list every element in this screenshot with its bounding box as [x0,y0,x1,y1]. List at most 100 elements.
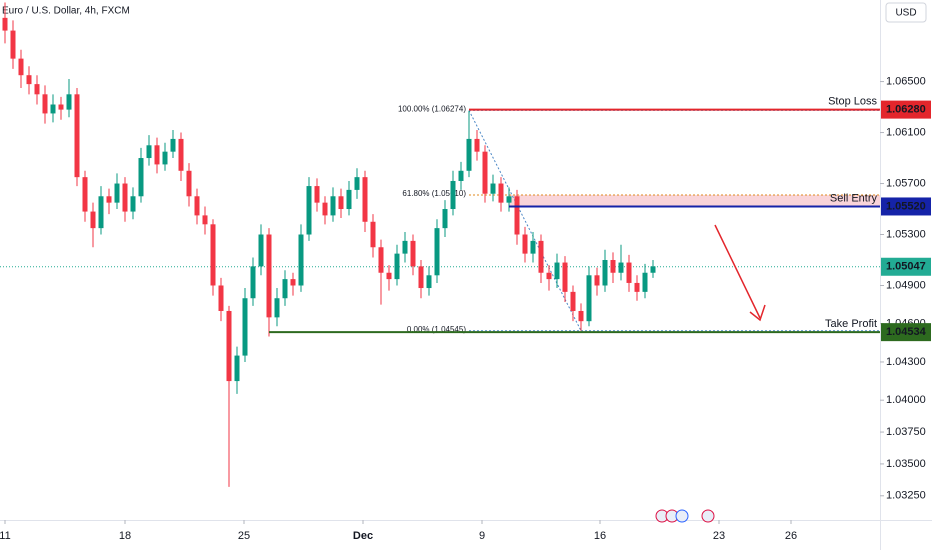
candle-body [298,234,304,286]
candle-body [594,275,600,286]
candle-body [570,291,576,311]
candle-body [146,145,152,159]
x-tick-label: Dec [353,530,373,542]
y-tick-label: 1.03750 [886,426,926,438]
candle-body [186,170,192,197]
candle-body [506,196,512,203]
y-tick-label: 1.03250 [886,490,926,502]
arrow-head [749,304,766,322]
y-tick-label: 1.05700 [886,177,926,189]
candle-body [474,138,480,152]
candle-body [194,196,200,216]
candle-body [466,138,472,171]
candle-body [418,266,424,289]
level-name: Stop Loss [828,96,877,108]
candle-body [402,240,408,254]
fib-label: 0.00% (1.04545) [407,325,466,334]
candle-body [282,279,288,299]
candle-body [514,196,520,235]
y-tick-label: 1.04900 [886,279,926,291]
candle-body [154,145,160,165]
candle-body [498,183,504,203]
price-label-box [881,257,931,276]
arrow [714,224,766,322]
candle-body [130,196,136,212]
candle-body [650,266,656,273]
candle-body [450,180,456,210]
candle-body [602,260,608,286]
price-label-box [881,323,931,342]
candle-body [274,298,280,318]
candle-body [18,58,24,76]
candle-body [314,186,320,203]
candle-body [218,285,224,311]
price-label: 1.04534 [886,326,927,338]
candle-body [122,183,128,212]
x-tick-label: 16 [594,530,606,542]
candle-body [322,202,328,216]
arrow-line [714,224,761,319]
candle-body [10,30,16,59]
candle-body [98,196,104,229]
candle-body [162,151,168,165]
candle-body [178,138,184,171]
price-label-box [881,197,931,216]
plot: 1.065001.061001.057001.053001.049001.046… [0,2,926,542]
candle-body [290,279,296,286]
fib-label: 100.00% (1.06274) [398,104,466,113]
candle-body [362,177,368,222]
x-tick-label: 26 [785,530,797,542]
candle-body [170,138,176,152]
y-tick-label: 1.06500 [886,75,926,87]
currency[interactable]: USD [895,8,916,19]
x-tick-label: 25 [238,530,250,542]
y-tick-label: 1.03500 [886,458,926,470]
candle-body [538,240,544,273]
candle-body [394,253,400,280]
candle-body [530,240,536,254]
candle-body [378,247,384,273]
candle-body [386,272,392,280]
candle-body [234,355,240,382]
candle-body [90,211,96,229]
currency-box[interactable] [885,2,927,23]
fib-trend [468,110,582,331]
y-tick-label: 1.04000 [886,394,926,406]
candle-body [346,189,352,210]
price-label-box [881,100,931,119]
candle-body [242,298,248,356]
candle-body [586,275,592,322]
event-icon[interactable] [675,509,689,523]
candle-body [210,224,216,286]
candle-body [202,215,208,225]
level-name: Take Profit [825,318,877,330]
candle-body [426,275,432,289]
candle-body [626,262,632,283]
candle-body [34,84,40,95]
candle-body [562,262,568,292]
price-label: 1.05047 [886,261,926,273]
candle-body [74,94,80,178]
candle-body [226,310,232,382]
candle-body [258,234,264,267]
candle-body [82,177,88,212]
candle-body [42,94,48,114]
event-icons [655,509,715,523]
candle-body [330,196,336,216]
candle-body [434,228,440,276]
x-tick-label: 18 [119,530,131,542]
price-label: 1.06280 [886,104,926,116]
candle-body [618,262,624,273]
x-tick-label: 11 [0,530,11,542]
candle-body [106,196,112,203]
event-icon[interactable] [701,509,715,523]
candle-body [546,272,552,280]
candle-body [2,17,8,31]
y-tick-label: 1.05300 [886,228,926,240]
candle-body [354,177,360,190]
candle-body [490,183,496,194]
candle-body [522,234,528,254]
candle-body [610,260,616,273]
